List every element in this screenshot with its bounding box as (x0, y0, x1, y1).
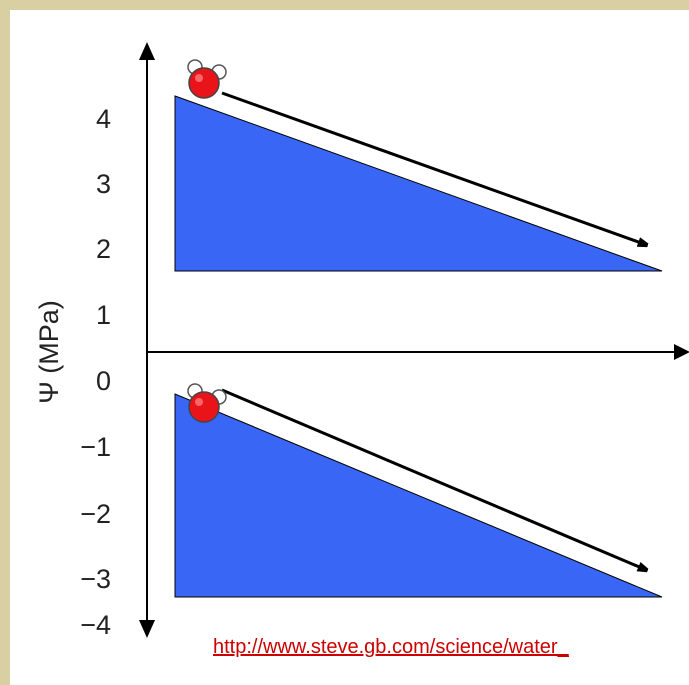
y-tick-label: 4 (96, 104, 111, 134)
y-tick-label: −1 (80, 432, 111, 462)
y-tick-label: −4 (80, 610, 111, 640)
x-axis-arrow-right-icon (674, 344, 689, 360)
lower-downhill-arrow-icon (221, 388, 644, 569)
y-tick-label: 0 (96, 366, 111, 396)
upper-slope (174, 95, 663, 272)
y-axis-label: Ψ (MPa) (34, 300, 64, 404)
y-tick-label: 3 (96, 169, 111, 199)
water-potential-diagram: 4 3 2 1 0 −1 −2 −3 −4 Ψ (MPa) (34, 42, 689, 640)
y-tick-label: −3 (80, 564, 111, 594)
lower-water-molecule-icon (187, 383, 227, 423)
y-tick-label: −2 (80, 499, 111, 529)
lower-slope (174, 393, 663, 598)
diagram-frame: 4 3 2 1 0 −1 −2 −3 −4 Ψ (MPa) (10, 10, 689, 685)
upper-downhill-arrow-icon (221, 91, 644, 244)
source-link[interactable]: http://www.steve.gb.com/science/water_ (213, 636, 569, 658)
y-tick-label: 1 (96, 300, 111, 330)
y-tick-label: 2 (96, 234, 111, 264)
y-axis-arrow-down-icon (139, 620, 155, 638)
y-axis-arrow-up-icon (139, 42, 155, 60)
upper-water-molecule-icon (187, 59, 227, 99)
